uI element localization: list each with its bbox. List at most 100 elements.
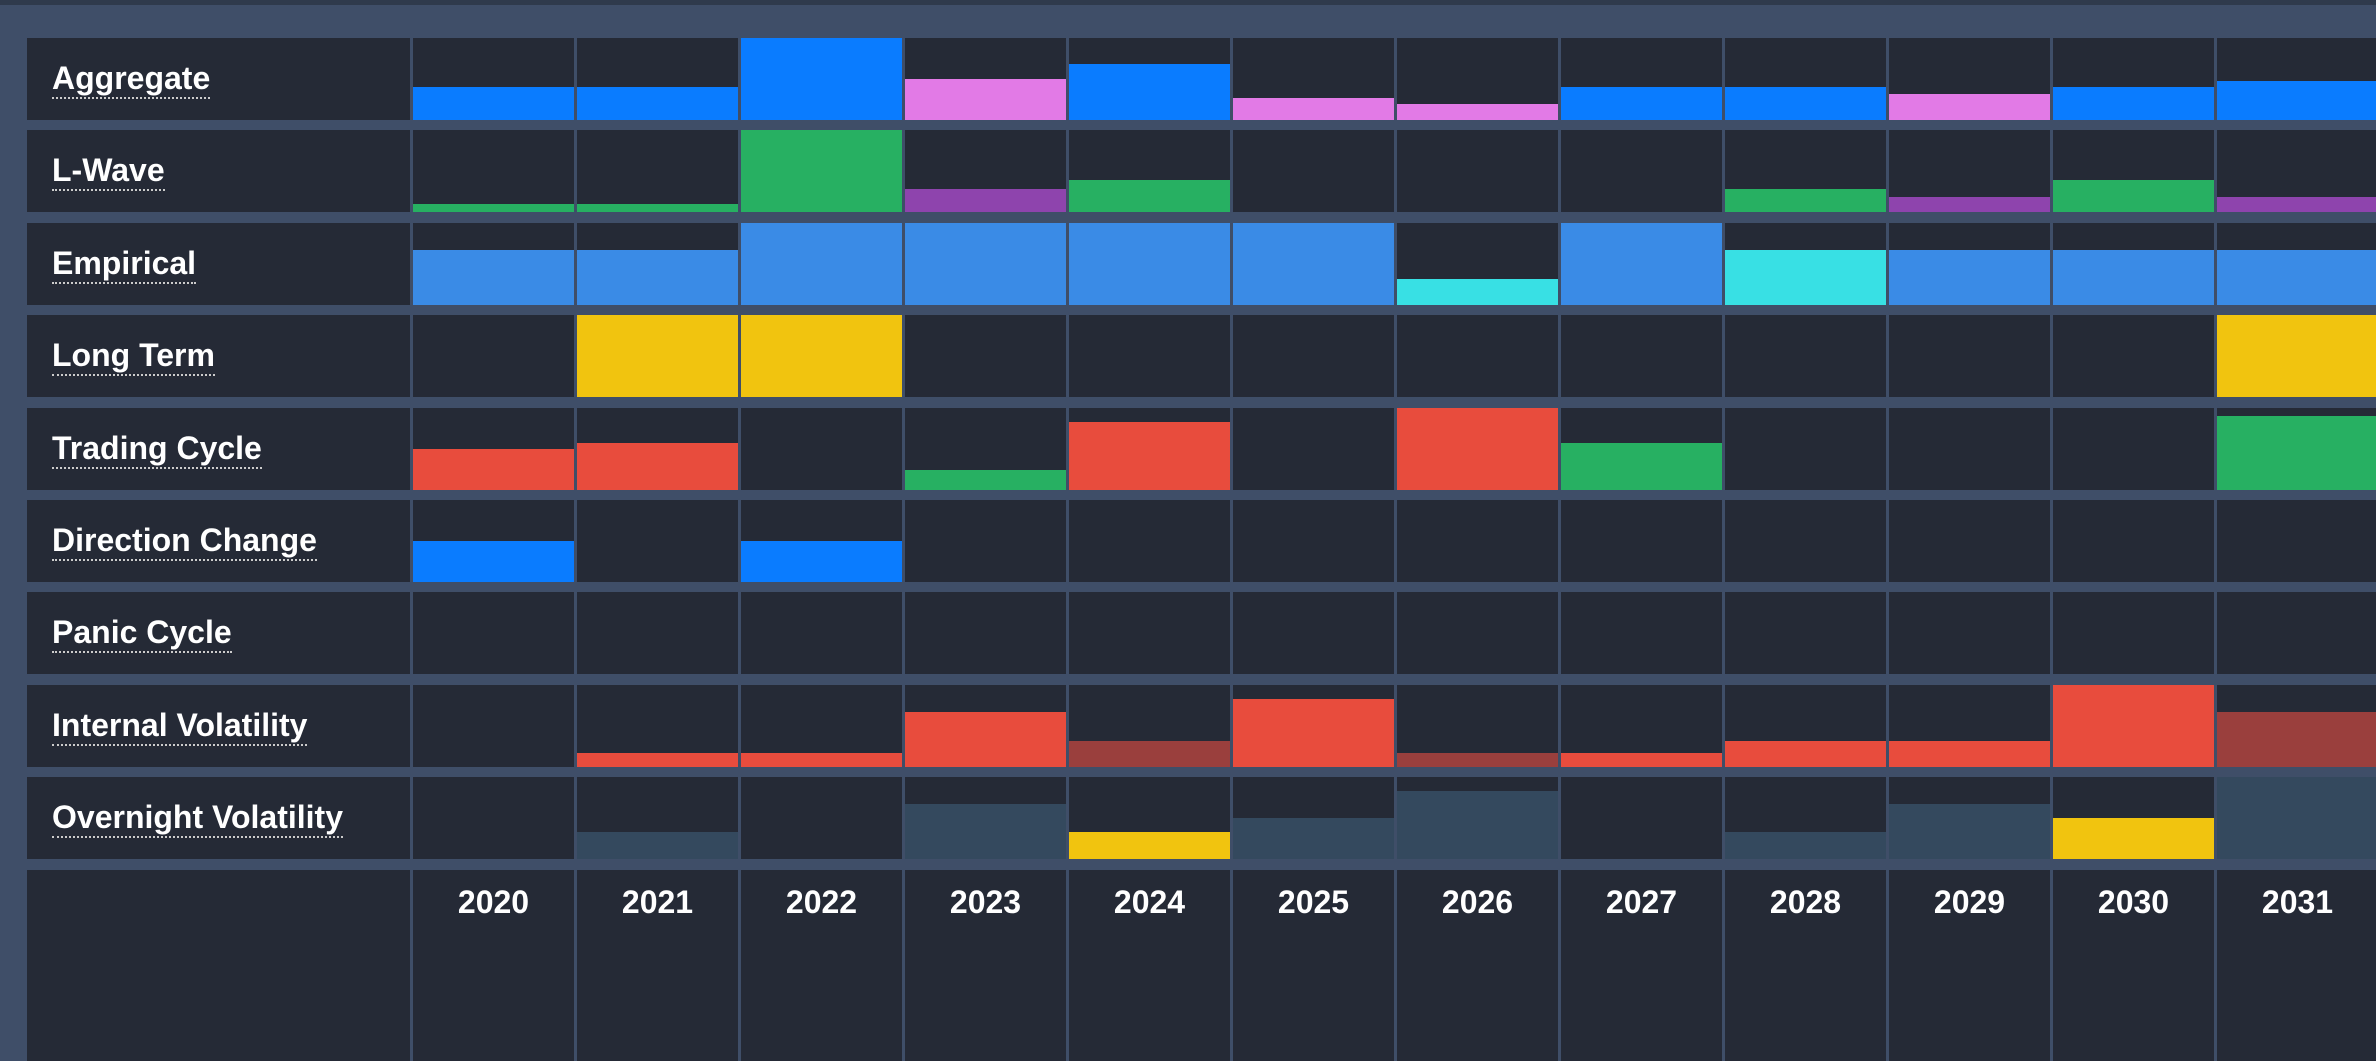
grid-cell (1233, 222, 1394, 305)
grid-cell (1233, 130, 1394, 213)
grid-cell (1725, 500, 1886, 582)
grid-cell (1725, 777, 1886, 860)
row-label: L-Wave (52, 151, 165, 192)
row-label: Overnight Volatility (52, 798, 343, 839)
grid-cell (1069, 315, 1230, 398)
year-label: 2021 (621, 883, 694, 920)
level-bar (2053, 180, 2214, 213)
grid-cell (1397, 592, 1558, 675)
grid-cell (905, 777, 1066, 860)
level-bar (1397, 752, 1558, 767)
grid-cell (2217, 592, 2376, 675)
grid-cell (905, 407, 1066, 490)
level-bar (2053, 249, 2214, 305)
grid-cell (1069, 38, 1230, 120)
grid-cell (1397, 500, 1558, 582)
grid-cell (2053, 130, 2214, 213)
level-bar (2217, 711, 2376, 767)
grid-cell (905, 500, 1066, 582)
grid-cell (2053, 684, 2214, 767)
level-bar (1233, 818, 1394, 860)
grid-cell (1725, 222, 1886, 305)
grid-cell (905, 38, 1066, 120)
year-cell: 2024 (1069, 869, 1230, 1061)
grid-cell (1397, 684, 1558, 767)
grid-cell (1397, 222, 1558, 305)
grid-cell (2053, 500, 2214, 582)
grid-cell (1561, 222, 1722, 305)
grid-cell (1725, 130, 1886, 213)
level-bar (1725, 249, 1886, 305)
level-bar (1069, 222, 1230, 305)
grid-cell (1889, 500, 2050, 582)
grid-cell (1561, 777, 1722, 860)
level-bar (1889, 804, 2050, 860)
grid-cell (1397, 38, 1558, 120)
year-label: 2023 (949, 883, 1022, 920)
level-bar (2053, 818, 2214, 860)
row-label-cell: Trading Cycle (27, 407, 410, 490)
grid-cell (1561, 407, 1722, 490)
grid-cell (2217, 407, 2376, 490)
grid-cell (413, 130, 574, 213)
year-label: 2026 (1441, 883, 1514, 920)
grid-cell (577, 130, 738, 213)
grid-cell (2053, 222, 2214, 305)
level-bar (1725, 741, 1886, 767)
level-bar (577, 315, 738, 398)
year-label: 2027 (1605, 883, 1678, 920)
grid-cell (1397, 130, 1558, 213)
grid-cell (1889, 315, 2050, 398)
level-bar (1889, 93, 2050, 120)
level-bar (413, 87, 574, 120)
grid-cell (905, 684, 1066, 767)
level-bar (1397, 791, 1558, 860)
row-label: Internal Volatility (52, 706, 308, 746)
year-cell: 2026 (1397, 869, 1558, 1061)
grid-cell (1233, 592, 1394, 675)
year-label-cell (27, 869, 410, 1061)
grid-cell (741, 222, 902, 305)
row-label: Empirical (52, 244, 197, 284)
grid-cell (1069, 592, 1230, 675)
grid-cell (1069, 222, 1230, 305)
level-bar (2217, 196, 2376, 213)
year-cell: 2029 (1889, 869, 2050, 1061)
level-bar (2053, 684, 2214, 767)
level-bar (2217, 415, 2376, 490)
row-label: Long Term (52, 336, 215, 377)
grid-cell (1889, 592, 2050, 675)
grid-cell (413, 407, 574, 490)
level-bar (741, 752, 902, 767)
level-bar (1889, 196, 2050, 213)
level-bar (1889, 741, 2050, 767)
level-bar (741, 130, 902, 213)
level-bar (1233, 698, 1394, 767)
row-label-cell: Aggregate (27, 38, 410, 120)
grid-cell (577, 222, 738, 305)
level-bar (2217, 777, 2376, 860)
grid-cell (1725, 315, 1886, 398)
grid-cell (1397, 407, 1558, 490)
row-label: Aggregate (52, 59, 211, 99)
grid-cell (577, 684, 738, 767)
year-label: 2025 (1277, 883, 1350, 920)
level-bar (2217, 249, 2376, 305)
level-bar (1069, 832, 1230, 860)
level-bar (905, 804, 1066, 860)
level-bar (1725, 189, 1886, 213)
year-cell: 2028 (1725, 869, 1886, 1061)
grid-cell (1069, 500, 1230, 582)
grid-cell (1233, 500, 1394, 582)
grid-cell (1889, 38, 2050, 120)
row-label-cell: Panic Cycle (27, 592, 410, 675)
year-label: 2030 (2097, 883, 2170, 920)
grid-cell (2217, 38, 2376, 120)
level-bar (905, 711, 1066, 767)
level-bar (1069, 180, 1230, 213)
grid-cell (741, 130, 902, 213)
grid-cell (2217, 684, 2376, 767)
grid-cell (1889, 130, 2050, 213)
year-label: 2029 (1933, 883, 2006, 920)
level-bar (577, 87, 738, 120)
